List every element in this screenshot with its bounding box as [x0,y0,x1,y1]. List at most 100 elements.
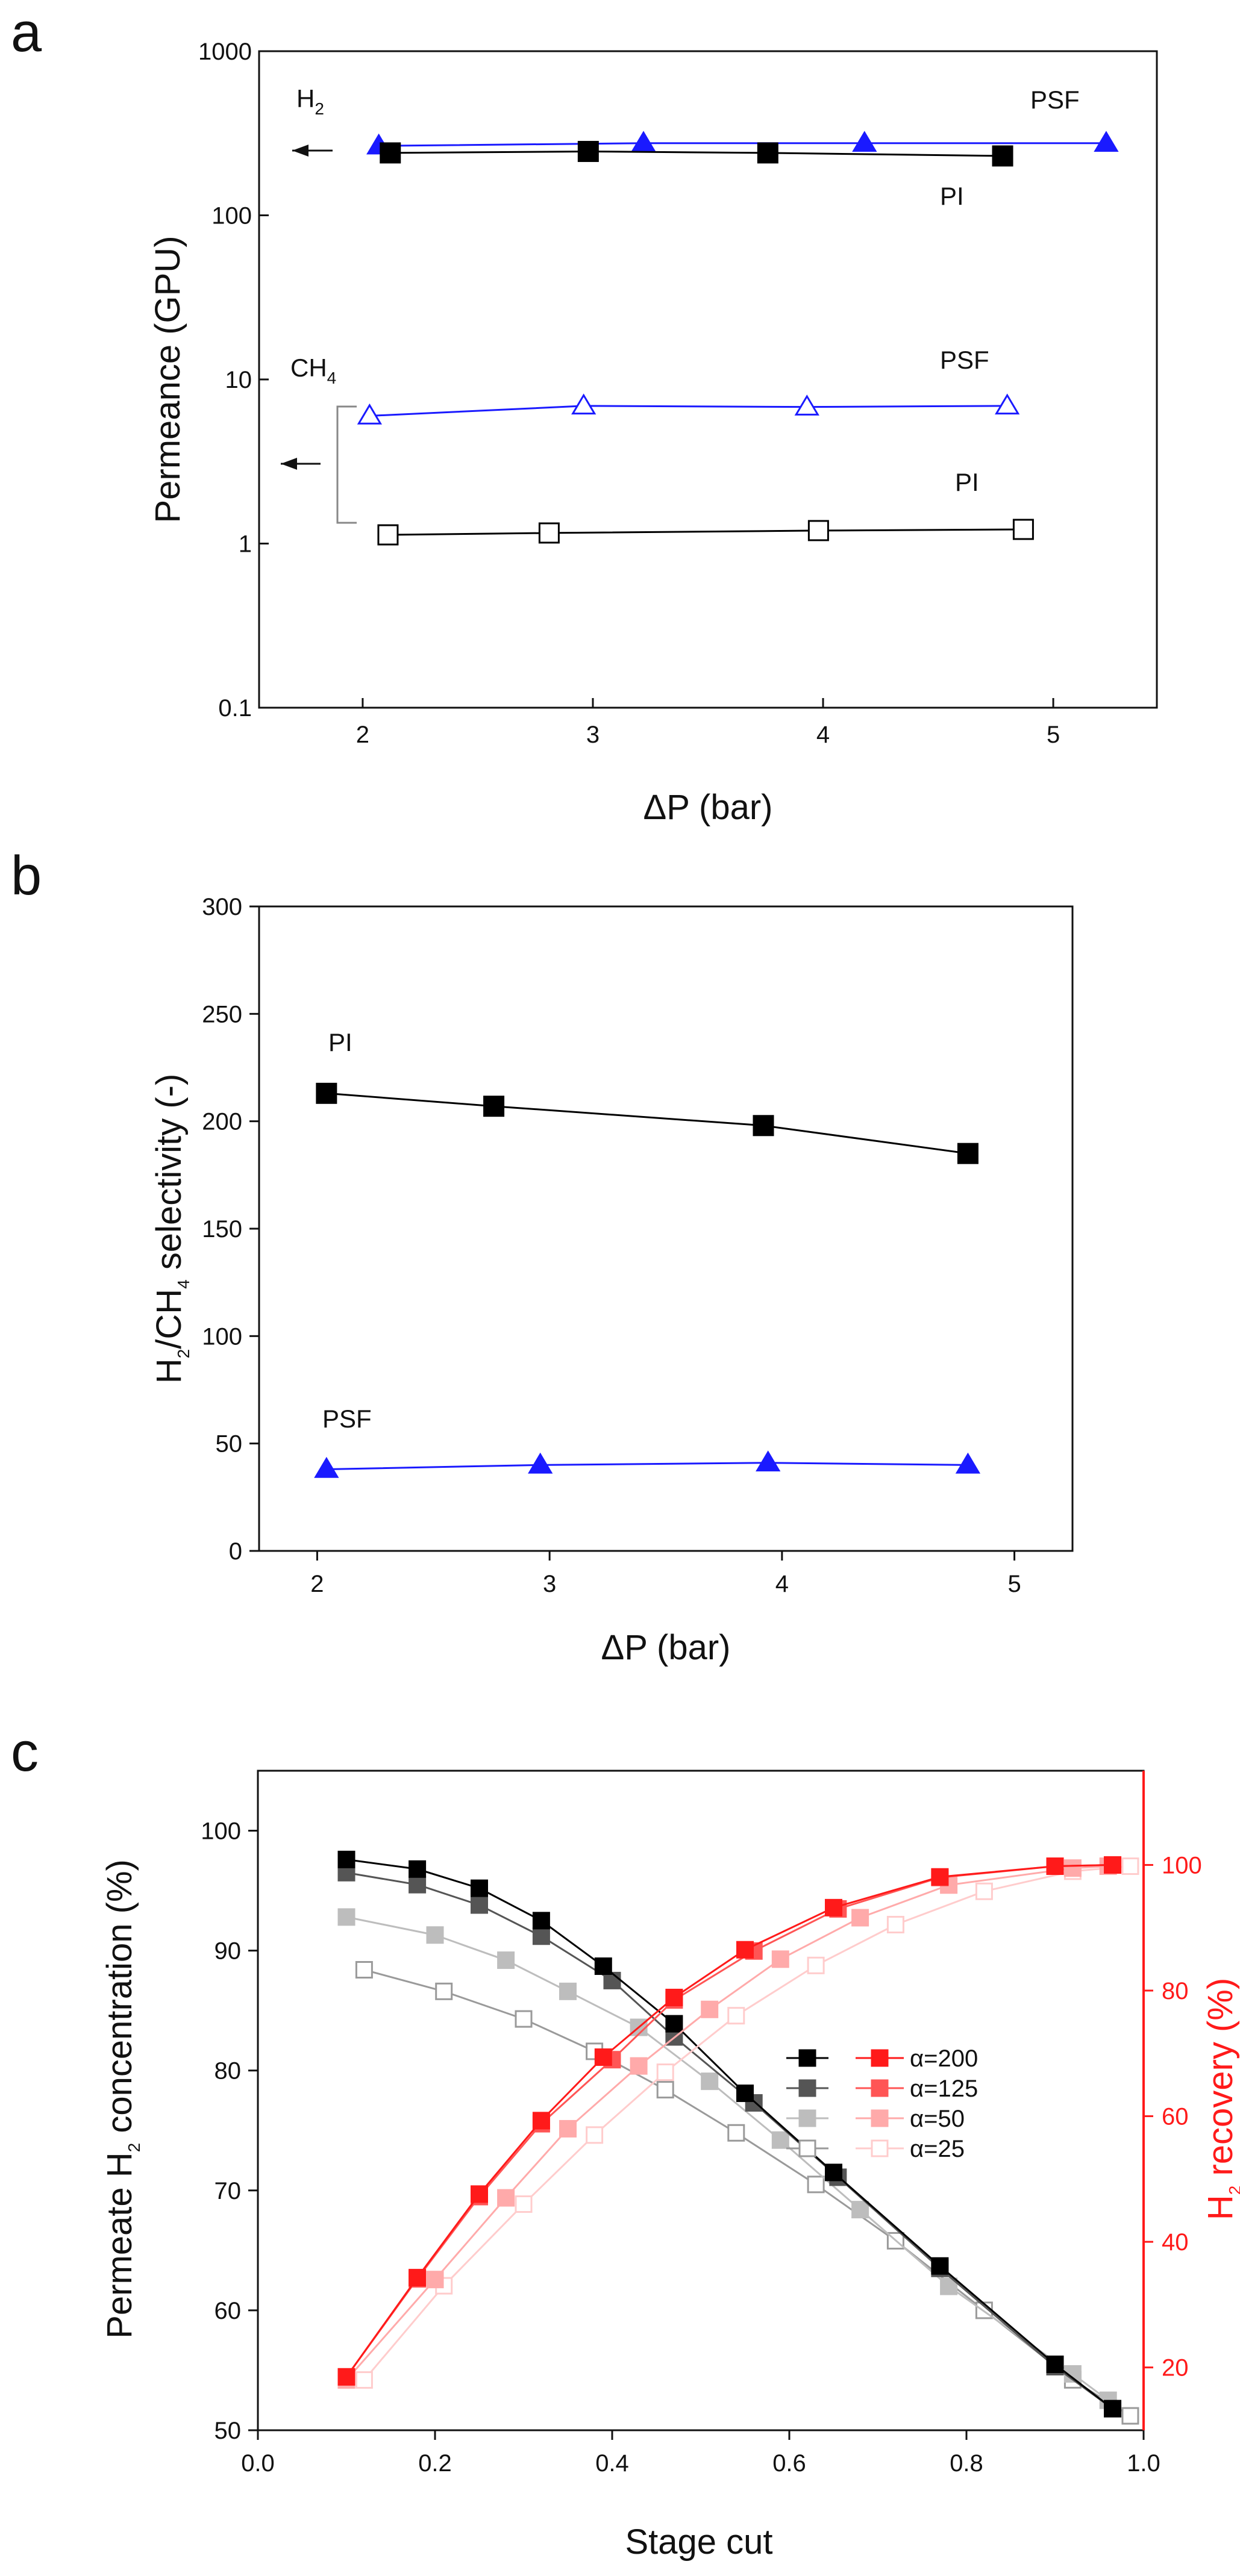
legend-label: α=125 [910,2075,978,2102]
panel-c-concentration-point [532,1912,550,1930]
panel-c-recovery-point [975,1882,993,1900]
panel-c-recovery-point [701,2000,719,2018]
panel-c-concentration-point [409,1876,427,1894]
panel-c-recovery-line [345,1863,1113,2378]
legend-concentration-marker [798,2139,816,2157]
panel-a-xtick-label: 3 [586,722,600,748]
panel-c-concentration-point [931,2257,949,2275]
panel-c-ytick-right-label: 40 [1162,2229,1189,2256]
panel-c-concentration-point [701,2072,719,2091]
panel-c-concentration-point [426,1926,444,1944]
panel-c-concentration-line [346,1916,1109,2401]
panel-c-ytick-label: 60 [214,2298,242,2324]
panel-a-point [1012,519,1034,540]
panel-c-concentration-point [515,2010,533,2028]
panel-c-xtick-label: 0.2 [418,2450,452,2477]
panel-c-concentration-point [355,1960,373,1979]
panel-c-concentration-point [736,2085,754,2103]
panel-c-concentration-point [337,1850,355,1868]
legend-label: α=200 [910,2045,978,2072]
panel-c-recovery-point [1046,1857,1064,1876]
ch4-bracket [336,405,357,524]
panel-c-concentration-point [851,2201,869,2219]
panel-b-point [756,1450,781,1472]
panel-a-point [852,131,877,152]
panel-c-ylabel: Permeate H2 concentration (%) [100,1859,143,2339]
panel-b-xtick-label: 2 [310,1571,324,1597]
panel-c-xlabel: Stage cut [625,2522,772,2562]
panel-b-ylabel: H2/CH4 selectivity (-) [149,1074,193,1384]
panel-b-series [314,1082,981,1478]
panel-c-recovery-point [426,2271,444,2289]
panel-a-ytick-label: 0.1 [218,695,252,722]
legend-concentration-marker [798,2079,816,2097]
panel-a-point [992,145,1013,167]
panel-b-xtick-label: 5 [1007,1571,1021,1597]
panel-c-ytick-label: 70 [214,2178,242,2204]
panel-c-recovery-point [665,1988,683,2006]
panel-c-ytick-label: 100 [201,1818,241,1845]
panel-c-ytick-right-label: 20 [1162,2355,1189,2381]
panel-c-recovery-point [355,2371,373,2389]
ch4-pi-label: PI [955,468,979,496]
panel-c-concentration-point [1121,2407,1139,2425]
panel-a-point [807,520,829,541]
panel-b-point [316,1082,337,1104]
legend-label: α=25 [910,2136,965,2162]
panel-a-point [631,131,656,152]
panel-c-recovery-point [727,2007,745,2025]
panel-c-recovery-point [471,2185,488,2203]
panel-c-recovery-point [807,1956,825,1974]
panel-b-ytick-label: 250 [202,1001,242,1028]
panel-c-concentration-point [665,2015,683,2033]
panel-c-recovery-point [1104,1856,1122,1874]
panel-c-recovery-point [337,2368,355,2386]
panel-c-recovery-point [851,1909,869,1927]
panel-c-series [337,1850,1139,2425]
panel-c-recovery-point [931,1868,949,1886]
ch4-arrow-head [281,458,297,470]
panel-a-point [380,142,401,164]
ch4-annotation: CH4 [290,354,336,387]
panel-c-recovery-point [559,2119,577,2138]
panel-c-xtick-label: 0.8 [950,2450,983,2477]
pi-label: PI [328,1028,352,1056]
panel-c-concentration-point [471,1879,488,1897]
panel-b-ytick-label: 0 [229,1538,242,1565]
legend-label: α=50 [910,2106,965,2132]
panel-a-point [757,142,778,164]
panel-c-recovery-point [656,2063,674,2082]
panel-b-series-line [326,1462,968,1470]
panel-c-concentration-point [825,2163,842,2181]
panel-c-concentration-point [594,1957,612,1976]
panel-a-point [995,393,1020,415]
panel-a: 2 3 4 5 0.1 1 10 100 1000 H2 CH4 PSF PI PSF PI Δ… [148,39,1158,827]
panel-b-series-line [326,1092,968,1155]
panel-c-concentration-point [1104,2400,1122,2418]
panel-c-concentration-point [656,2081,674,2099]
panel-c-recovery-point [594,2048,612,2066]
panel-a-ylabel: Permeance (GPU) [148,235,187,523]
panel-a-xlabel: ΔP (bar) [643,788,773,827]
panel-c-concentration-point [727,2124,745,2142]
panel-c-concentration-point [497,1951,515,1969]
panel-c-ytick-label: 80 [214,2058,242,2085]
panel-c-concentration-point [559,1982,577,2000]
legend-recovery-marker [871,2109,889,2127]
panel-c-recovery-point [497,2189,515,2207]
panel-a-point [357,403,383,425]
panel-letter-a: a [11,2,42,63]
panel-a-point [794,395,819,416]
panel-c-recovery-point [736,1941,754,1959]
panel-letter-c: c [11,1721,39,1783]
panel-c-xtick-label: 1.0 [1127,2450,1160,2477]
panel-c-concentration-point [807,2175,825,2194]
panel-b-point [753,1115,774,1137]
panel-c-recovery-point [586,2126,604,2144]
panel-b-ytick-label: 200 [202,1109,242,1135]
panel-c-ticks: 0.0 0.2 0.4 0.6 0.8 1.0 50 60 70 80 90 100 20 40 60 80 1… [201,1818,1202,2477]
panel-c-recovery-point [886,1916,904,1933]
panel-b-frame [258,905,1074,1552]
panel-a-ytick-label: 1 [239,531,252,558]
